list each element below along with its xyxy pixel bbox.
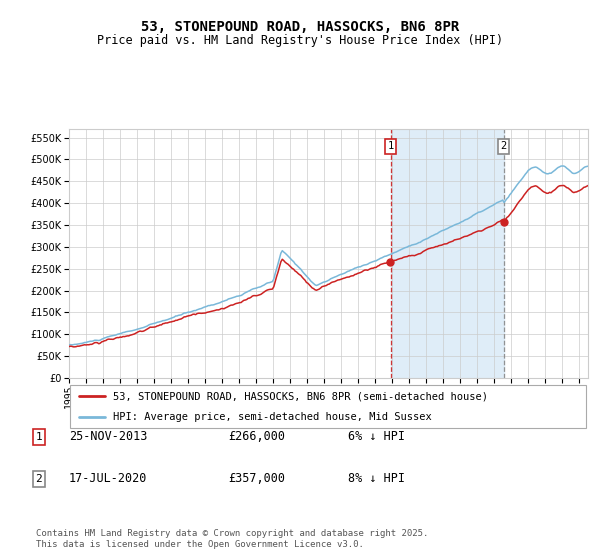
Text: 1: 1: [388, 141, 394, 151]
Text: 17-JUL-2020: 17-JUL-2020: [69, 472, 148, 486]
FancyBboxPatch shape: [70, 385, 586, 428]
Text: 25-NOV-2013: 25-NOV-2013: [69, 430, 148, 444]
Text: HPI: Average price, semi-detached house, Mid Sussex: HPI: Average price, semi-detached house,…: [113, 412, 432, 422]
Text: 1: 1: [35, 432, 43, 442]
Text: 53, STONEPOUND ROAD, HASSOCKS, BN6 8PR: 53, STONEPOUND ROAD, HASSOCKS, BN6 8PR: [141, 20, 459, 34]
Text: Contains HM Land Registry data © Crown copyright and database right 2025.
This d: Contains HM Land Registry data © Crown c…: [36, 529, 428, 549]
Bar: [391, 129, 503, 378]
Text: 8% ↓ HPI: 8% ↓ HPI: [348, 472, 405, 486]
Text: £357,000: £357,000: [228, 472, 285, 486]
Text: 2: 2: [500, 141, 507, 151]
Text: £266,000: £266,000: [228, 430, 285, 444]
Text: 6% ↓ HPI: 6% ↓ HPI: [348, 430, 405, 444]
Text: 2: 2: [35, 474, 43, 484]
Text: 53, STONEPOUND ROAD, HASSOCKS, BN6 8PR (semi-detached house): 53, STONEPOUND ROAD, HASSOCKS, BN6 8PR (…: [113, 391, 488, 402]
Text: Price paid vs. HM Land Registry's House Price Index (HPI): Price paid vs. HM Land Registry's House …: [97, 34, 503, 46]
